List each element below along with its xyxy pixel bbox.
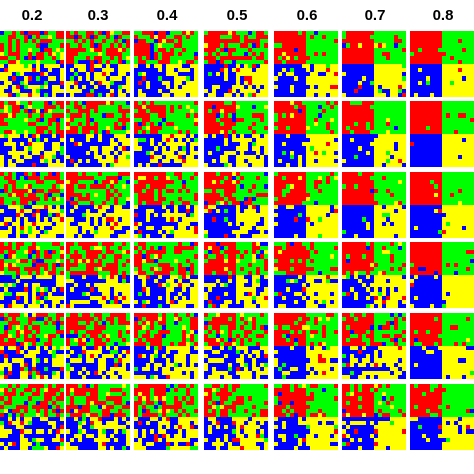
lattice-panel-r3-c6 [342, 172, 406, 238]
lattice-panel-r1-c7 [410, 31, 474, 97]
lattice-panel-r3-c3 [134, 172, 198, 238]
column-label-1: 0.2 [0, 4, 64, 28]
lattice-panel-r2-c3 [134, 101, 198, 167]
lattice-panel-r5-c1 [0, 313, 64, 379]
lattice-panel-r2-c1 [0, 101, 64, 167]
lattice-panel-r3-c7 [410, 172, 474, 238]
lattice-panel-r5-c2 [66, 313, 130, 379]
lattice-panel-r1-c5 [274, 31, 338, 97]
lattice-panel-r1-c2 [66, 31, 130, 97]
lattice-panel-r6-c5 [274, 384, 338, 450]
column-label-2: 0.3 [66, 4, 130, 28]
lattice-panel-r6-c2 [66, 384, 130, 450]
lattice-panel-r5-c7 [410, 313, 474, 379]
lattice-panel-r6-c6 [342, 384, 406, 450]
lattice-panel-r2-c4 [204, 101, 268, 167]
lattice-panel-r2-c2 [66, 101, 130, 167]
lattice-panel-r3-c5 [274, 172, 338, 238]
lattice-panel-r1-c6 [342, 31, 406, 97]
lattice-panel-r3-c2 [66, 172, 130, 238]
lattice-panel-r3-c4 [204, 172, 268, 238]
column-label-6: 0.7 [342, 4, 408, 28]
lattice-panel-r4-c1 [0, 242, 64, 308]
lattice-panel-r4-c2 [66, 242, 130, 308]
lattice-panel-r6-c3 [134, 384, 198, 450]
lattice-panel-r2-c7 [410, 101, 474, 167]
lattice-panel-r4-c6 [342, 242, 406, 308]
lattice-panel-r5-c3 [134, 313, 198, 379]
lattice-panel-r1-c4 [204, 31, 268, 97]
lattice-panel-r5-c5 [274, 313, 338, 379]
lattice-panel-r5-c4 [204, 313, 268, 379]
lattice-panel-r2-c5 [274, 101, 338, 167]
lattice-panel-r3-c1 [0, 172, 64, 238]
lattice-panel-r4-c5 [274, 242, 338, 308]
column-label-5: 0.6 [274, 4, 340, 28]
column-label-7: 0.8 [410, 4, 474, 28]
lattice-panel-r6-c4 [204, 384, 268, 450]
lattice-panel-r1-c3 [134, 31, 198, 97]
lattice-panel-r4-c7 [410, 242, 474, 308]
column-label-3: 0.4 [134, 4, 200, 28]
lattice-panel-r6-c1 [0, 384, 64, 450]
lattice-panel-r5-c6 [342, 313, 406, 379]
column-label-4: 0.5 [204, 4, 270, 28]
lattice-panel-r2-c6 [342, 101, 406, 167]
lattice-panel-r4-c4 [204, 242, 268, 308]
lattice-panel-r6-c7 [410, 384, 474, 450]
lattice-panel-r1-c1 [0, 31, 64, 97]
lattice-panel-r4-c3 [134, 242, 198, 308]
